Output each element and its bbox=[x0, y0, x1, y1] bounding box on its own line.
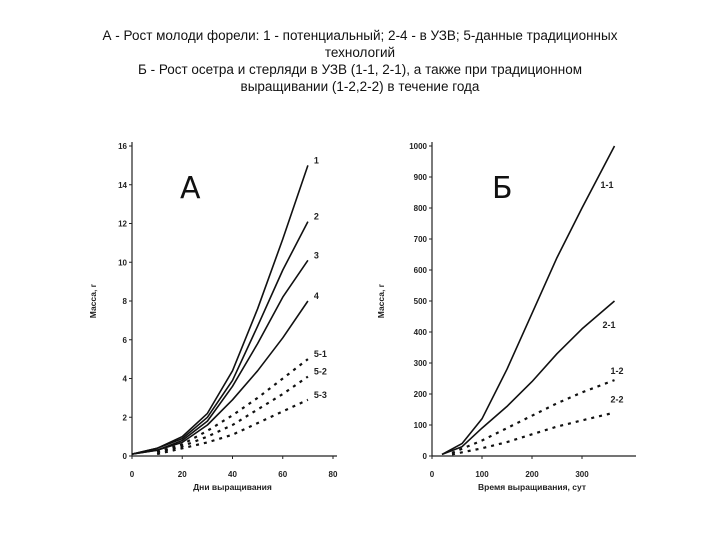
chart-1-x-tick-label: 40 bbox=[228, 470, 237, 479]
chart-1-y-tick-label: 16 bbox=[118, 142, 127, 151]
chart-1-x-tick-label: 20 bbox=[178, 470, 187, 479]
chart-2-series-2-2-label: 2-2 bbox=[611, 395, 624, 405]
chart-1-series-5-3-line bbox=[156, 398, 309, 456]
chart-2-series-2-2-line bbox=[451, 411, 615, 456]
chart-1-series-5-1-line bbox=[156, 358, 309, 454]
chart-2-y-tick-label: 600 bbox=[414, 266, 428, 275]
chart-2-y-tick-label: 800 bbox=[414, 204, 428, 213]
chart-1-series-2-label: 2 bbox=[314, 212, 319, 222]
chart-1-series-4-line bbox=[131, 300, 309, 455]
chart-1-x-tick-label: 60 bbox=[278, 470, 287, 479]
chart-2-x-tick-label: 200 bbox=[525, 470, 539, 479]
chart-2-y-tick-label: 100 bbox=[414, 421, 428, 430]
chart-1-y-tick-label: 10 bbox=[118, 258, 127, 267]
chart-2-y-tick-label: 300 bbox=[414, 359, 428, 368]
chart-2-x-axis-label: Время выращивания, сут bbox=[478, 482, 586, 492]
caption-line-4: выращивании (1-2,2-2) в течение года bbox=[240, 79, 480, 94]
chart-1-y-tick-label: 0 bbox=[123, 452, 128, 461]
chart-1-series-3-label: 3 bbox=[314, 250, 319, 260]
chart-2-series-1-1-label: 1-1 bbox=[601, 180, 614, 190]
chart-2-series-2-1-line bbox=[441, 300, 616, 456]
chart-1-series-3-line bbox=[131, 259, 309, 455]
chart-2-y-tick-label: 200 bbox=[414, 390, 428, 399]
chart-2-x-tick-label: 0 bbox=[430, 470, 435, 479]
chart-1-series-5-1-label: 5-1 bbox=[314, 349, 327, 359]
chart-2-y-tick-label: 500 bbox=[414, 297, 428, 306]
chart-2-series-1-1-line bbox=[441, 145, 616, 456]
chart-2-x-tick-label: 100 bbox=[475, 470, 489, 479]
chart-2-y-tick-label: 700 bbox=[414, 235, 428, 244]
chart-1-y-tick-label: 12 bbox=[118, 220, 127, 229]
chart-2-y-tick-label: 0 bbox=[423, 452, 428, 461]
chart-2-series-2-1-label: 2-1 bbox=[603, 320, 616, 330]
caption-line-3: Б - Рост осетра и стерляди в УЗВ (1-1, 2… bbox=[137, 62, 583, 77]
chart-1-series-5-2-line bbox=[156, 375, 309, 454]
caption-line-2: технологий bbox=[324, 45, 396, 60]
chart-1-y-tick-label: 2 bbox=[123, 413, 128, 422]
chart-1-y-tick-label: 8 bbox=[123, 297, 128, 306]
chart-1-y-tick-label: 4 bbox=[123, 375, 128, 384]
chart-1-series-5-3-label: 5-3 bbox=[314, 390, 327, 400]
chart-2-series-1-2-label: 1-2 bbox=[611, 366, 624, 376]
chart-1-x-tick-label: 80 bbox=[329, 470, 338, 479]
chart-1-y-axis-label: Масса, г bbox=[88, 283, 98, 318]
chart-1-y-tick-label: 14 bbox=[118, 181, 127, 190]
chart-1-x-axis-label: Дни выращивания bbox=[193, 482, 272, 492]
chart-2-y-axis-label: Масса, г bbox=[376, 283, 386, 318]
chart-1-panel-label: А bbox=[180, 171, 201, 206]
chart-1-series-1-label: 1 bbox=[314, 155, 319, 165]
chart-2-x-tick-label: 300 bbox=[575, 470, 589, 479]
chart-1-series-5-2-label: 5-2 bbox=[314, 367, 327, 377]
chart-2-y-tick-label: 900 bbox=[414, 173, 428, 182]
chart-1-y-tick-label: 6 bbox=[123, 336, 128, 345]
chart-2-y-tick-label: 400 bbox=[414, 328, 428, 337]
chart-2-series-1-2-line bbox=[451, 379, 615, 454]
chart-1-x-tick-label: 0 bbox=[130, 470, 135, 479]
chart-2-y-tick-label: 1000 bbox=[409, 142, 427, 151]
chart-1-series-1-line bbox=[131, 165, 309, 455]
chart-2-panel-label: Б bbox=[492, 171, 513, 206]
figure-caption: А - Рост молоди форели: 1 - потенциальны… bbox=[40, 27, 680, 95]
chart-1-series-4-label: 4 bbox=[314, 291, 319, 301]
caption-line-1: А - Рост молоди форели: 1 - потенциальны… bbox=[102, 28, 618, 43]
chart-1-series-2-line bbox=[131, 221, 309, 455]
